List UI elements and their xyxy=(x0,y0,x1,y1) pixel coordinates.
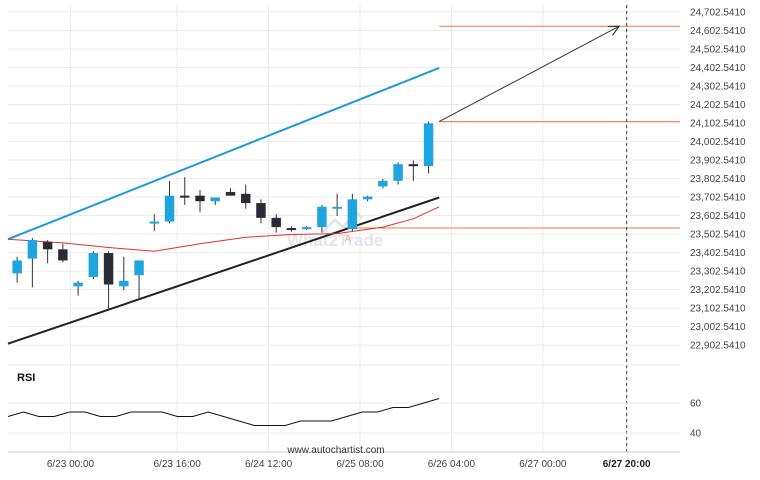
candle-body xyxy=(317,206,327,228)
candle-body xyxy=(256,203,266,218)
candle-body xyxy=(332,206,342,209)
logo-chart-icon xyxy=(320,211,364,234)
y-tick-label: 23,002.5410 xyxy=(690,322,746,333)
y-tick-label: 23,902.5410 xyxy=(690,156,746,167)
watermark-text: www.autochartist.com xyxy=(286,445,384,456)
x-tick-label: 6/24 12:00 xyxy=(245,459,293,470)
y-tick-label: 23,202.5410 xyxy=(690,285,746,296)
candle-body xyxy=(134,260,144,276)
candle-body xyxy=(362,196,373,200)
candle-body xyxy=(347,199,358,229)
y-tick-label: 24,602.5410 xyxy=(690,26,746,37)
forecast-arrow-line xyxy=(438,26,619,123)
candle-body xyxy=(195,195,205,202)
candle-body xyxy=(180,195,190,198)
y-tick-label: 23,102.5410 xyxy=(690,304,746,315)
rsi-label: RSI xyxy=(17,372,35,384)
y-tick-label: 24,302.5410 xyxy=(690,81,746,92)
x-tick-label: 6/27 00:00 xyxy=(519,459,567,470)
support-line xyxy=(7,196,440,345)
y-tick-label: 23,602.5410 xyxy=(690,211,746,222)
candle-body xyxy=(103,253,114,285)
trend-lines: A xyxy=(7,26,619,345)
y-tick-label: 23,702.5410 xyxy=(690,193,746,204)
candle-body xyxy=(378,180,388,187)
candle-body xyxy=(210,197,220,202)
candle-body xyxy=(58,249,68,261)
candle-body xyxy=(164,195,175,222)
x-tick-label: 6/26 04:00 xyxy=(428,459,476,470)
candle-body xyxy=(423,123,434,167)
x-tick-label: 6/23 00:00 xyxy=(47,459,95,470)
y-tick-label: 23,302.5410 xyxy=(690,267,746,278)
y-tick-label: 22,902.5410 xyxy=(690,341,746,352)
y-tick-label: 23,802.5410 xyxy=(690,174,746,185)
rsi-panel: 60 40 xyxy=(7,364,702,440)
candle-body xyxy=(149,221,160,224)
candle-body xyxy=(408,164,419,167)
y-tick-label: 24,402.5410 xyxy=(690,63,746,74)
candle-body xyxy=(393,164,403,181)
x-axis: 6/23 00:00 6/23 16:00 6/24 12:00 6/25 08:00… xyxy=(8,451,680,470)
candle-body xyxy=(73,282,83,287)
moving-average-line xyxy=(7,206,440,252)
candle-body xyxy=(42,241,53,250)
resistance-line xyxy=(7,66,440,241)
candle-body xyxy=(88,253,99,278)
candle-body xyxy=(119,280,129,287)
y-tick-label: 23,502.5410 xyxy=(690,230,746,241)
x-tick-label: 6/27 20:00 xyxy=(603,459,651,470)
candles xyxy=(12,121,434,309)
candle-body xyxy=(286,228,297,231)
rsi-tick-label: 60 xyxy=(690,399,702,410)
horizontal-levels xyxy=(344,5,680,452)
candle-body xyxy=(301,227,312,230)
y-axis: 24,702.5410 24,602.5410 24,502.5410 24,402.… xyxy=(690,7,746,351)
x-tick-label: 6/25 08:00 xyxy=(336,459,384,470)
y-tick-label: 24,702.5410 xyxy=(690,7,746,18)
candle-body xyxy=(12,260,22,274)
rsi-tick-label: 40 xyxy=(690,429,702,440)
x-tick-label: 6/23 16:00 xyxy=(154,459,202,470)
candle-body xyxy=(271,217,281,228)
rsi-line xyxy=(7,398,440,426)
candle-body xyxy=(240,193,251,204)
pattern-point-label: A xyxy=(345,234,351,244)
logo-text: What2Trade xyxy=(287,231,383,250)
y-tick-label: 23,402.5410 xyxy=(690,248,746,259)
y-tick-label: 24,502.5410 xyxy=(690,44,746,55)
y-tick-label: 24,202.5410 xyxy=(690,100,746,111)
y-tick-label: 24,102.5410 xyxy=(690,118,746,129)
y-tick-label: 24,002.5410 xyxy=(690,137,746,148)
candle-body xyxy=(225,191,236,196)
logo-watermark: What2Trade xyxy=(287,211,383,250)
candle-body xyxy=(27,240,38,259)
